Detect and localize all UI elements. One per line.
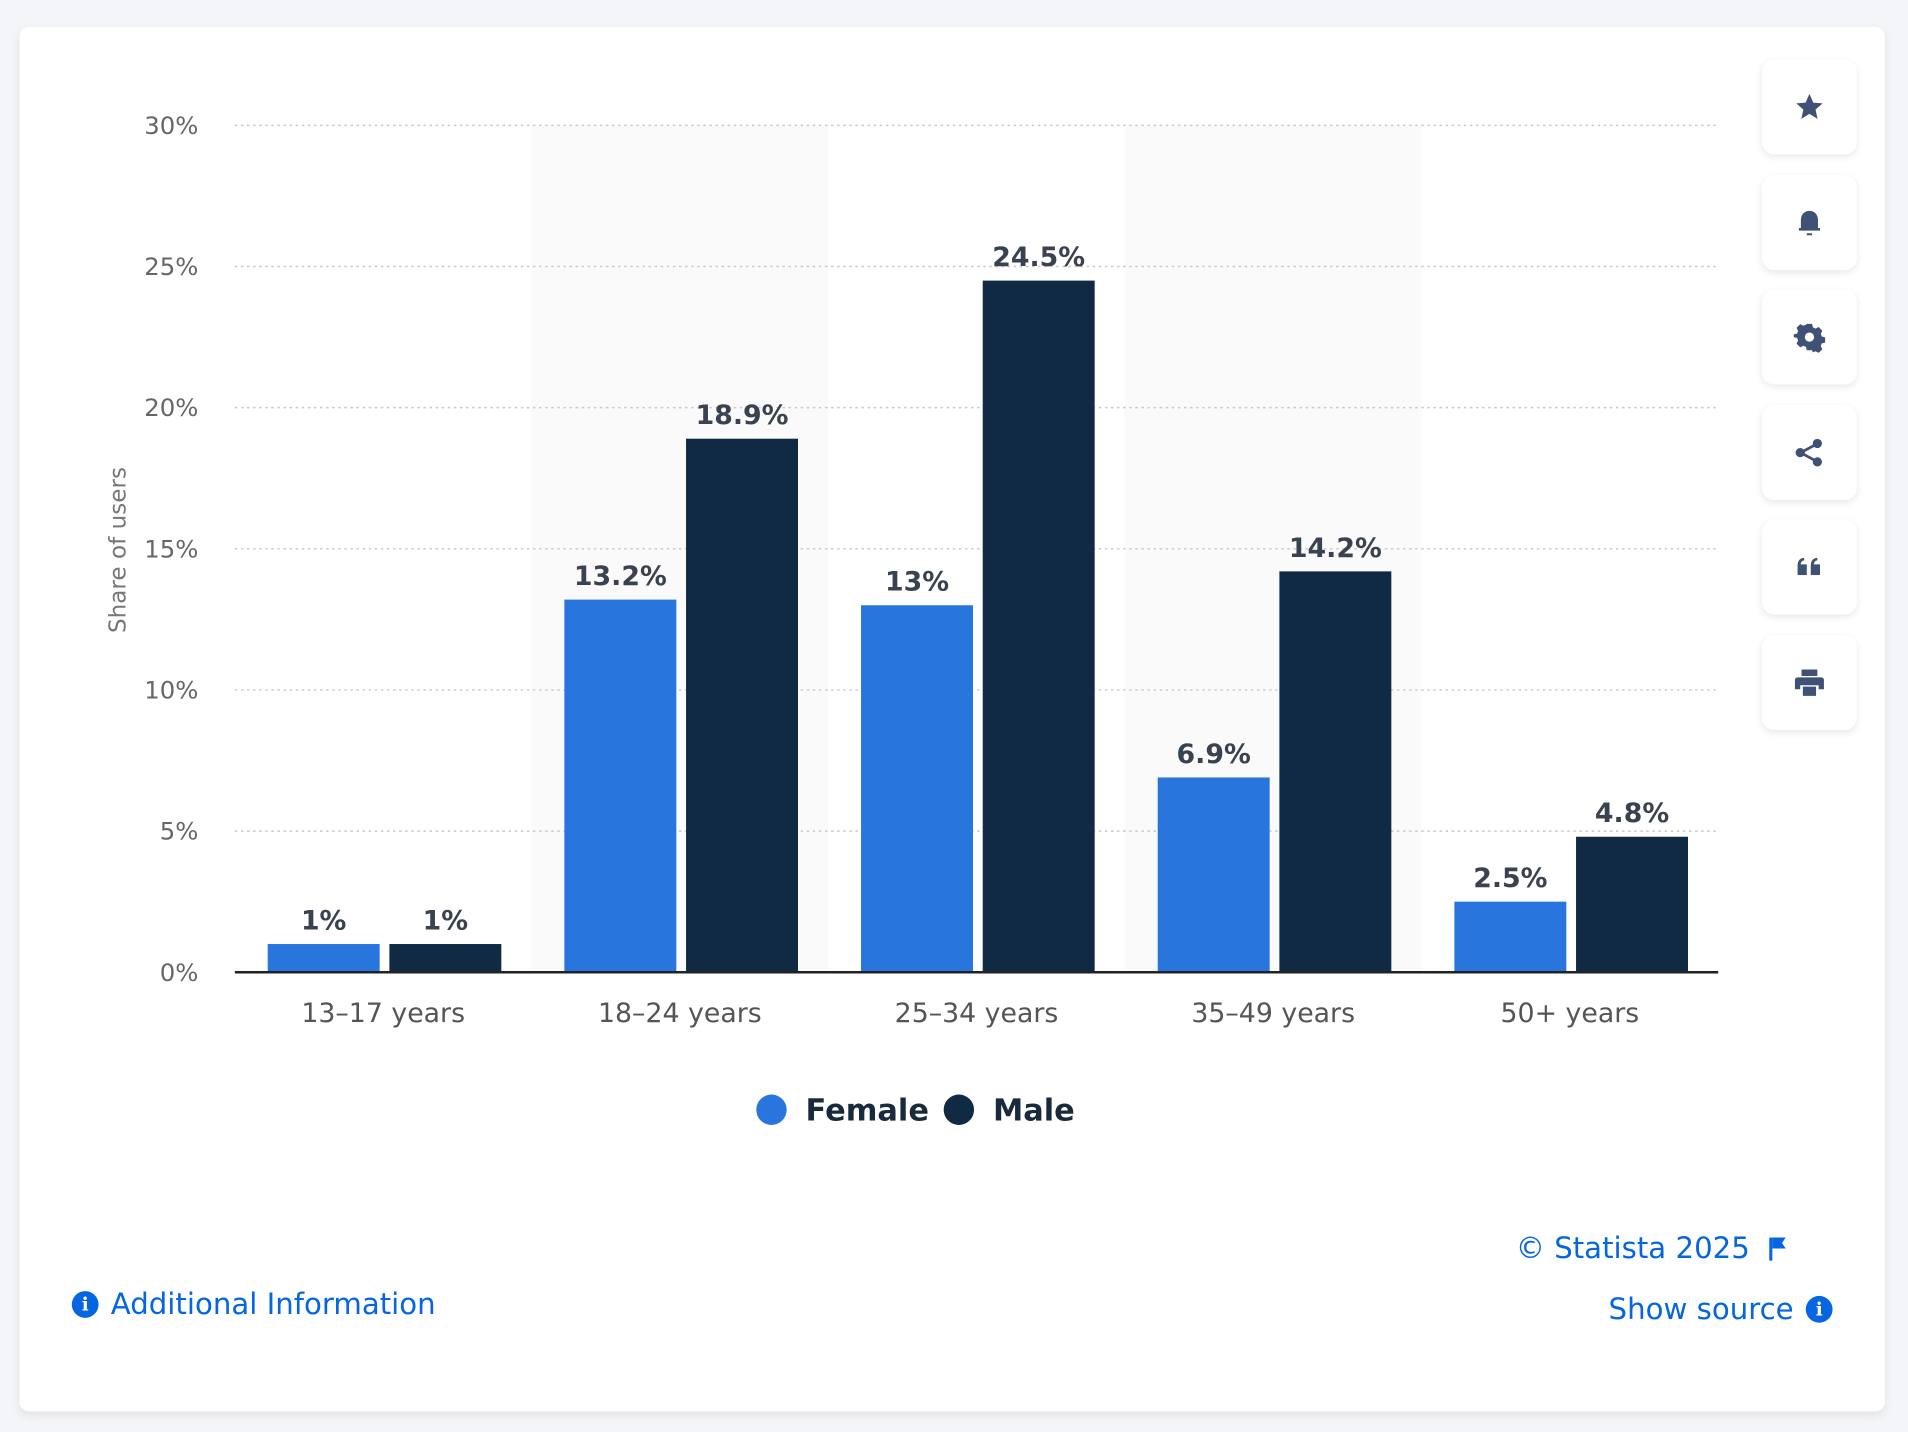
bar-female (1157, 777, 1270, 973)
share-button[interactable] (1761, 405, 1857, 501)
legend-label-female: Female (806, 1094, 929, 1129)
bell-icon (1798, 210, 1820, 236)
data-label: 24.5% (992, 242, 1085, 273)
print-button[interactable] (1761, 635, 1857, 731)
data-label: 1% (423, 905, 468, 936)
quote-icon (1797, 557, 1820, 575)
y-axis-label: Share of users (105, 467, 131, 633)
y-tick-label: 20% (144, 393, 198, 422)
show-source-text: Show source (1608, 1292, 1794, 1327)
x-tick-label: 25–34 years (895, 998, 1059, 1029)
y-tick-label: 15% (144, 534, 198, 563)
favorite-button[interactable] (1761, 59, 1857, 155)
bar-male (1279, 571, 1392, 973)
legend-marker-male (943, 1094, 975, 1125)
data-label: 1% (301, 905, 346, 936)
settings-button[interactable] (1761, 289, 1857, 385)
additional-information-text: Additional Information (110, 1287, 436, 1322)
legend-label-male: Male (993, 1094, 1075, 1129)
y-tick-label: 0% (160, 958, 199, 987)
y-tick-label: 10% (144, 675, 198, 704)
share-icon (1795, 438, 1822, 467)
copyright-text: © Statista 2025 (1515, 1231, 1750, 1266)
x-tick-label: 35–49 years (1191, 998, 1355, 1029)
data-label: 13.2% (574, 561, 667, 592)
bar-female (564, 599, 677, 973)
bar-male (686, 438, 799, 973)
star-icon (1796, 93, 1823, 119)
x-tick-label: 18–24 years (598, 998, 762, 1029)
show-source-link[interactable]: Show source i (1609, 1292, 1833, 1326)
data-label: 13% (885, 567, 949, 598)
notification-button[interactable] (1761, 175, 1857, 271)
gear-icon (1793, 323, 1826, 353)
x-tick-label: 50+ years (1501, 998, 1640, 1029)
data-label: 6.9% (1177, 739, 1251, 770)
data-label: 2.5% (1473, 863, 1547, 894)
y-tick-label: 5% (160, 817, 199, 846)
bar-female (1454, 901, 1567, 973)
bar-female (267, 944, 380, 973)
data-label: 4.8% (1595, 798, 1669, 829)
legend-marker-female (756, 1094, 787, 1125)
info-icon: i (71, 1291, 99, 1318)
print-icon (1794, 669, 1824, 696)
cite-button[interactable] (1761, 519, 1857, 615)
y-tick-label: 25% (144, 252, 198, 281)
bar-male (982, 280, 1095, 973)
additional-information-link[interactable]: i Additional Information (71, 1287, 436, 1322)
statista-copyright-link[interactable]: © Statista 2025 (1515, 1231, 1789, 1266)
x-tick-label: 13–17 years (301, 998, 465, 1029)
bar-male (1576, 836, 1689, 973)
bar-male (389, 944, 502, 973)
flag-icon (1769, 1237, 1786, 1261)
bar-female (861, 605, 973, 973)
y-tick-label: 30% (144, 111, 198, 140)
data-label: 18.9% (696, 400, 789, 431)
info-icon: i (1805, 1295, 1833, 1323)
data-label: 14.2% (1289, 533, 1382, 564)
